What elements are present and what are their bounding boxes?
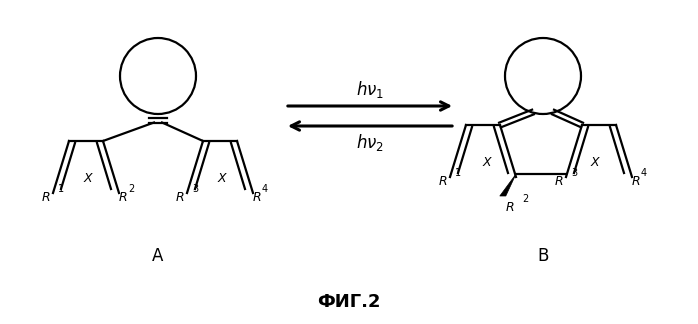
Text: R: R bbox=[41, 191, 50, 204]
Text: 3: 3 bbox=[192, 184, 198, 194]
Text: 4: 4 bbox=[641, 168, 647, 178]
Text: A: A bbox=[152, 247, 164, 265]
Text: 3: 3 bbox=[571, 168, 577, 178]
Text: R: R bbox=[253, 191, 262, 204]
Text: X: X bbox=[84, 172, 92, 186]
Text: X: X bbox=[591, 156, 600, 169]
Text: R: R bbox=[175, 191, 184, 204]
Text: 4: 4 bbox=[262, 184, 268, 194]
Text: X: X bbox=[218, 172, 226, 186]
Text: 2: 2 bbox=[522, 194, 528, 204]
Polygon shape bbox=[500, 174, 516, 196]
Text: $h\nu_2$: $h\nu_2$ bbox=[356, 132, 384, 153]
Text: R: R bbox=[505, 201, 514, 214]
Text: X: X bbox=[483, 156, 491, 169]
Text: 1: 1 bbox=[58, 184, 64, 194]
Text: $h\nu_1$: $h\nu_1$ bbox=[356, 79, 384, 100]
Text: 2: 2 bbox=[128, 184, 134, 194]
Text: R: R bbox=[554, 175, 563, 188]
Text: R: R bbox=[632, 175, 641, 188]
Text: R: R bbox=[438, 175, 447, 188]
Text: 1: 1 bbox=[455, 168, 461, 178]
Text: R: R bbox=[119, 191, 128, 204]
Text: B: B bbox=[537, 247, 549, 265]
Text: ФИГ.2: ФИГ.2 bbox=[318, 293, 380, 311]
